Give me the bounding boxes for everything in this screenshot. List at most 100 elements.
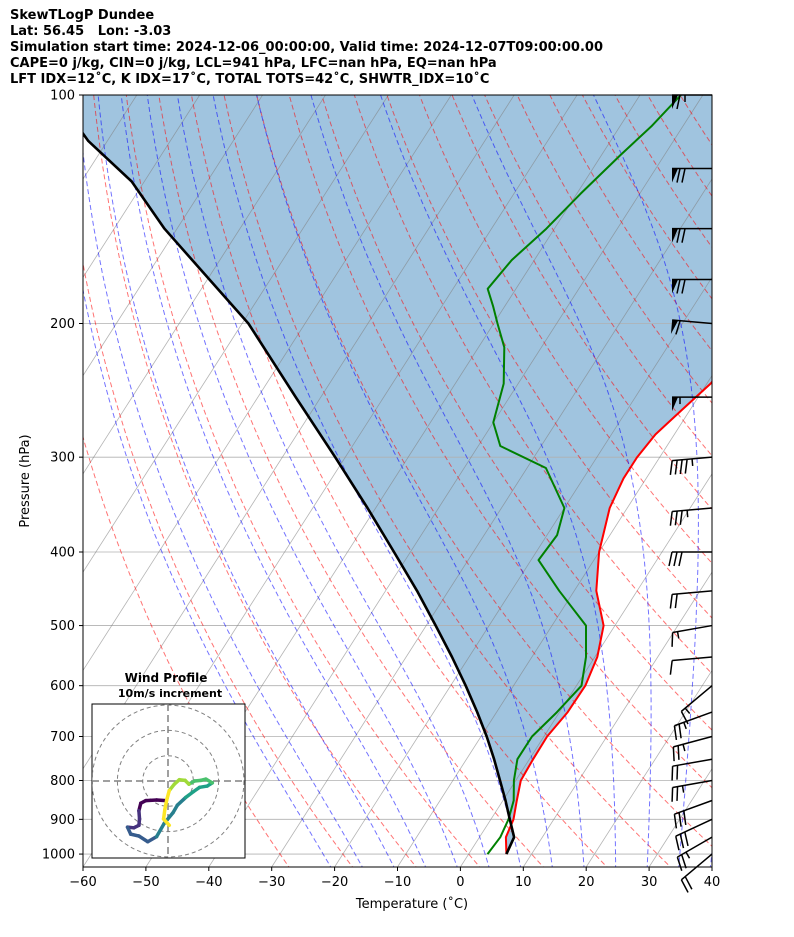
wind-barb-shaft	[673, 735, 713, 748]
moist-adiabat-line	[120, 95, 427, 867]
wind-barb-full	[675, 320, 681, 335]
wind-barb	[669, 656, 713, 675]
wind-barb-half	[691, 458, 694, 466]
location-line: Lat: 56.45 Lon: -3.03	[10, 24, 172, 39]
wind-barb-full	[678, 551, 683, 567]
wind-barb-shaft	[680, 853, 713, 881]
chart-title: SkewTLogP Dundee	[10, 8, 155, 23]
dry-adiabat-line	[288, 95, 712, 789]
wind-barb-half	[684, 707, 691, 715]
wind-barb-full	[677, 745, 680, 760]
wind-barb-flag	[672, 397, 678, 412]
wind-barb	[670, 319, 713, 335]
dry-adiabat-line	[83, 261, 354, 867]
axes: −60 −50 −40 −30 −20 −10 0 10 20 30 40 100 200 300 400 5…	[42, 89, 720, 891]
dry-adiabat-line	[705, 83, 794, 870]
plot-area	[83, 83, 794, 870]
y-tick-label: 700	[50, 730, 75, 745]
dry-adiabat-line	[256, 95, 712, 847]
dry-adiabat-line	[190, 95, 608, 867]
isotherm-line	[522, 571, 712, 867]
dry-adiabat-line	[549, 95, 712, 352]
wind-barb-full	[674, 460, 678, 475]
wind-barb-shaft	[672, 656, 713, 662]
isotherm-line	[711, 866, 712, 867]
wind-barb-full	[671, 787, 674, 802]
time-line: Simulation start time: 2024-12-06_00:00:…	[10, 40, 603, 55]
x-tick-label: −40	[195, 875, 222, 890]
x-tick-label: −10	[384, 875, 411, 890]
hodograph-segment	[175, 795, 188, 807]
parcel-profile-line	[83, 131, 516, 855]
hodograph-title: Wind Profile	[125, 671, 208, 685]
chart-title-block: SkewTLogP Dundee Lat: 56.45 Lon: -3.03 S…	[10, 8, 603, 88]
wind-barb-half	[682, 744, 686, 752]
moist-adiabat-line	[256, 95, 553, 867]
hodograph-segment	[154, 821, 166, 839]
dry-adiabat-line	[386, 95, 712, 619]
wind-barb	[672, 396, 712, 412]
y-tick-label: 600	[50, 679, 75, 694]
hodograph-subtitle: 10m/s increment	[118, 687, 222, 700]
y-tick-label: 200	[50, 317, 75, 332]
wind-barb-shaft	[676, 836, 713, 858]
wind-barb-full	[680, 854, 687, 869]
dry-adiabat-line	[614, 95, 712, 249]
isotherm-line	[83, 95, 326, 475]
wind-barb-shaft	[674, 711, 713, 727]
x-tick-label: 30	[641, 875, 658, 890]
wind-barb	[672, 735, 713, 762]
temperature-profile-line	[504, 380, 712, 855]
wind-barb-flag	[670, 320, 679, 334]
wind-barb-full	[678, 812, 682, 827]
hodograph-plot	[92, 704, 245, 858]
wind-barb	[675, 818, 713, 851]
wind-barb-full	[669, 594, 673, 609]
wind-barb	[669, 456, 713, 475]
wind-barb-full	[676, 228, 681, 243]
wind-barb	[672, 227, 712, 243]
wind-barb	[676, 836, 713, 872]
moist-adiabat-line	[83, 148, 363, 867]
moist-adiabat-line	[380, 95, 617, 867]
isotherm-line	[397, 374, 712, 867]
wind-barb-full	[669, 460, 673, 475]
wind-barb-full	[684, 876, 693, 890]
wind-barb	[673, 711, 713, 741]
moist-adiabat-line	[592, 95, 699, 867]
isotherm-line	[83, 95, 201, 279]
x-tick-label: −60	[69, 875, 96, 890]
wind-barb-shaft	[672, 507, 713, 513]
moist-adiabat-line	[176, 95, 490, 867]
wind-barb-full	[681, 228, 686, 243]
isotherm-line	[585, 669, 712, 867]
wind-barb	[671, 624, 713, 647]
isotherm-line	[460, 473, 712, 867]
wind-barb	[680, 853, 713, 893]
x-tick-label: −30	[258, 875, 285, 890]
wind-barb-full	[681, 168, 686, 183]
dry-adiabat-line	[125, 95, 481, 867]
isotherm-line	[83, 95, 389, 573]
wind-barb-flag	[672, 95, 678, 109]
dry-adiabat-line	[484, 95, 712, 457]
wind-barb-full	[674, 593, 678, 609]
wind-barb-full	[669, 511, 673, 526]
wind-barb-full	[676, 168, 681, 183]
wind-barb-full	[671, 766, 674, 781]
wind-barb	[672, 167, 712, 183]
isotherm-line	[83, 95, 452, 672]
y-tick-label: 500	[50, 619, 75, 634]
wind-barb-full	[673, 814, 678, 829]
x-tick-label: 20	[578, 875, 595, 890]
wind-barbs	[668, 94, 713, 893]
wind-barb	[669, 507, 713, 526]
dry-adiabat-line	[158, 95, 545, 867]
moist-adiabat-line	[146, 95, 458, 867]
hodograph-segment	[137, 834, 150, 844]
wind-barb	[669, 590, 713, 609]
wind-barb-full	[669, 660, 673, 675]
wind-barb-full	[684, 831, 689, 847]
indices-line-2: LFT IDX=12˚C, K IDX=17˚C, TOTAL TOTS=42˚…	[10, 72, 490, 87]
